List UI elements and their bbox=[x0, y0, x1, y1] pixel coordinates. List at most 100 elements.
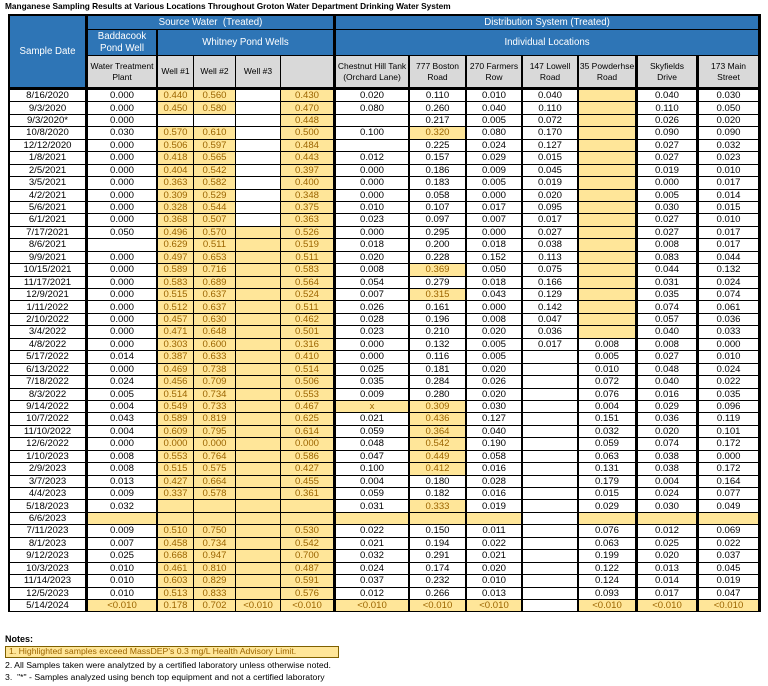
date-cell: 3/4/2022 bbox=[8, 326, 88, 339]
value-cell bbox=[523, 475, 580, 488]
value-cell: 0.000 bbox=[88, 251, 158, 265]
value-cell: 0.024 bbox=[699, 363, 762, 377]
value-cell: 0.008 bbox=[638, 239, 700, 252]
value-cell bbox=[579, 226, 639, 240]
value-cell: 0.564 bbox=[281, 276, 337, 289]
value-cell: 0.506 bbox=[281, 376, 337, 389]
value-cell: 0.101 bbox=[699, 425, 762, 439]
value-cell: 0.021 bbox=[336, 413, 411, 426]
value-cell: 0.387 bbox=[158, 351, 194, 364]
header-distribution-system: Distribution System (Treated) bbox=[336, 14, 762, 30]
table-row: 4/2/2021 0.000 0.309 0.529 0.348 0.000 0.058 0.… bbox=[8, 189, 762, 202]
value-cell: 0.010 bbox=[88, 575, 158, 588]
value-cell: 0.448 bbox=[281, 114, 337, 128]
table-row: 12/6/2022 0.000 0.000 0.000 0.000 0.048 0.542 0… bbox=[8, 438, 762, 451]
value-cell: 0.142 bbox=[523, 301, 580, 314]
value-cell bbox=[523, 400, 580, 414]
date-cell: 5/17/2022 bbox=[8, 351, 88, 364]
value-cell: 0.000 bbox=[281, 438, 337, 451]
value-cell: 0.000 bbox=[638, 177, 700, 190]
value-cell: 0.037 bbox=[699, 550, 762, 563]
table-row: 2/10/2022 0.000 0.457 0.630 0.462 0.028 0.196 0… bbox=[8, 313, 762, 327]
value-cell: 0.016 bbox=[467, 488, 524, 501]
value-cell: 0.097 bbox=[410, 214, 468, 227]
value-cell: 0.648 bbox=[194, 326, 236, 339]
date-cell: 1/8/2021 bbox=[8, 152, 88, 165]
value-cell bbox=[158, 114, 194, 128]
value-cell: 0.072 bbox=[523, 114, 580, 128]
value-cell: 0.734 bbox=[194, 388, 236, 401]
value-cell: 0.030 bbox=[88, 127, 158, 140]
value-cell: 0.027 bbox=[523, 226, 580, 240]
value-cell: 0.005 bbox=[467, 351, 524, 364]
value-cell: 0.004 bbox=[336, 475, 411, 488]
value-cell: 0.020 bbox=[336, 251, 411, 265]
value-cell: 0.228 bbox=[410, 251, 468, 265]
value-cell: 0.026 bbox=[638, 114, 700, 128]
value-cell: 0.553 bbox=[158, 450, 194, 464]
value-cell: 0.132 bbox=[699, 264, 762, 277]
value-cell: 0.578 bbox=[194, 488, 236, 501]
value-cell bbox=[236, 251, 281, 265]
value-cell: 0.044 bbox=[699, 251, 762, 265]
value-cell: 0.183 bbox=[410, 177, 468, 190]
value-cell: 0.576 bbox=[281, 587, 337, 600]
value-cell bbox=[579, 114, 639, 128]
value-cell bbox=[236, 351, 281, 364]
value-cell: 0.022 bbox=[336, 525, 411, 538]
value-cell bbox=[236, 276, 281, 289]
value-cell bbox=[523, 450, 580, 464]
value-cell: 0.170 bbox=[523, 127, 580, 140]
value-cell: 0.000 bbox=[88, 363, 158, 377]
value-cell: 0.511 bbox=[281, 301, 337, 314]
value-cell bbox=[236, 400, 281, 414]
value-cell bbox=[236, 102, 281, 115]
value-cell: 0.019 bbox=[523, 177, 580, 190]
value-cell bbox=[236, 463, 281, 476]
value-cell: 0.020 bbox=[467, 388, 524, 401]
value-cell: 0.484 bbox=[281, 139, 337, 153]
header-chestnut-hill-tank: Chestnut Hill Tank (Orchard Lane) bbox=[336, 56, 411, 90]
value-cell: 0.032 bbox=[88, 500, 158, 513]
value-cell: 0.190 bbox=[467, 438, 524, 451]
value-cell: 0.161 bbox=[410, 301, 468, 314]
value-cell bbox=[236, 152, 281, 165]
date-cell: 6/1/2021 bbox=[8, 214, 88, 227]
value-cell: 0.075 bbox=[523, 264, 580, 277]
value-cell: 0.059 bbox=[579, 438, 639, 451]
value-cell: 0.597 bbox=[194, 139, 236, 153]
value-cell bbox=[638, 512, 700, 526]
date-cell: 12/12/2020 bbox=[8, 139, 88, 153]
value-cell bbox=[236, 264, 281, 277]
header-well-2: Well #2 bbox=[194, 56, 236, 90]
value-cell: 0.530 bbox=[281, 525, 337, 538]
value-cell: 0.020 bbox=[523, 189, 580, 202]
value-cell: 0.110 bbox=[638, 102, 700, 115]
value-cell: 0.032 bbox=[336, 550, 411, 563]
date-cell: 12/6/2022 bbox=[8, 438, 88, 451]
value-cell bbox=[523, 388, 580, 401]
value-cell: 0.033 bbox=[699, 326, 762, 339]
value-cell: 0.519 bbox=[281, 239, 337, 252]
value-cell: 0.810 bbox=[194, 562, 236, 576]
value-cell: 0.458 bbox=[158, 537, 194, 551]
value-cell: 0.030 bbox=[638, 500, 700, 513]
value-cell: 0.700 bbox=[281, 550, 337, 563]
date-cell: 4/4/2023 bbox=[8, 488, 88, 501]
value-cell: 0.095 bbox=[523, 201, 580, 215]
value-cell bbox=[236, 201, 281, 215]
value-cell bbox=[236, 425, 281, 439]
value-cell: 0.035 bbox=[699, 388, 762, 401]
value-cell bbox=[236, 114, 281, 128]
header-subgroup-row: Baddacook Pond Well Whitney Pond Wells I… bbox=[8, 30, 762, 56]
value-cell: 0.009 bbox=[88, 488, 158, 501]
value-cell: 0.829 bbox=[194, 575, 236, 588]
value-cell: 0.012 bbox=[336, 152, 411, 165]
value-cell bbox=[236, 537, 281, 551]
value-cell: 0.586 bbox=[281, 450, 337, 464]
value-cell: 0.524 bbox=[281, 289, 337, 302]
date-cell: 2/5/2021 bbox=[8, 164, 88, 178]
value-cell: 0.014 bbox=[699, 189, 762, 202]
value-cell: 0.542 bbox=[410, 438, 468, 451]
